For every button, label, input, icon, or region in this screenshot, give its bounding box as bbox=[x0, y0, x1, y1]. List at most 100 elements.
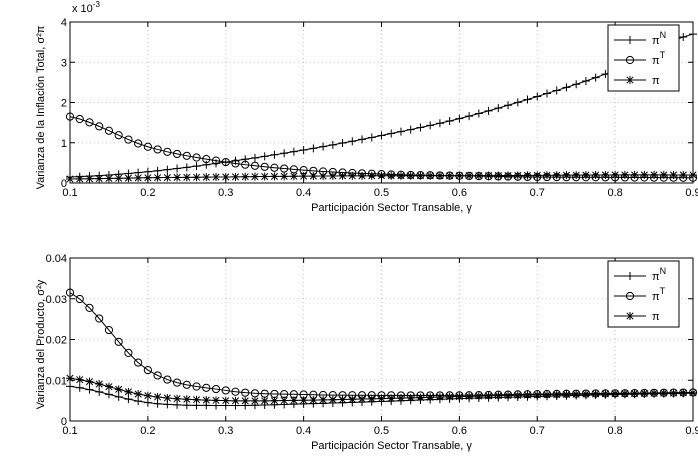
data-point bbox=[679, 388, 688, 397]
data-point bbox=[163, 393, 172, 402]
data-point bbox=[221, 172, 230, 181]
data-point bbox=[533, 390, 542, 399]
legend-marker bbox=[626, 76, 634, 84]
data-point bbox=[270, 163, 279, 172]
data-point bbox=[367, 171, 376, 180]
series-line bbox=[69, 116, 694, 179]
data-point bbox=[163, 173, 172, 182]
data-point bbox=[474, 109, 483, 118]
data-point bbox=[299, 172, 308, 181]
data-point bbox=[280, 396, 289, 405]
data-point bbox=[406, 393, 415, 402]
x-tick-label: 0.6 bbox=[452, 425, 467, 437]
data-point bbox=[182, 173, 191, 182]
data-point bbox=[533, 171, 542, 180]
data-point bbox=[211, 384, 221, 394]
data-point bbox=[319, 395, 328, 404]
data-point bbox=[260, 162, 269, 171]
data-point bbox=[182, 395, 191, 404]
data-point bbox=[172, 378, 182, 387]
data-point bbox=[328, 171, 337, 180]
data-point bbox=[280, 164, 289, 173]
data-point bbox=[211, 156, 221, 165]
data-point bbox=[465, 171, 474, 180]
data-point bbox=[124, 348, 133, 358]
y-tick-label: 0.02 bbox=[46, 335, 67, 347]
data-point bbox=[192, 382, 201, 391]
data-point bbox=[552, 86, 561, 95]
data-point bbox=[95, 387, 104, 396]
data-point bbox=[124, 387, 133, 396]
data-point bbox=[348, 171, 357, 180]
data-point bbox=[114, 385, 123, 394]
data-point bbox=[202, 160, 211, 169]
data-point bbox=[601, 389, 610, 398]
data-point bbox=[659, 170, 668, 179]
legend-entry: π bbox=[652, 311, 660, 323]
data-point bbox=[231, 396, 240, 405]
data-point bbox=[650, 170, 659, 179]
data-point bbox=[143, 173, 152, 182]
data-point bbox=[572, 171, 581, 180]
data-point bbox=[241, 388, 250, 397]
data-point bbox=[533, 92, 542, 101]
y-tick-label: 0 bbox=[61, 178, 67, 190]
data-point bbox=[104, 382, 113, 391]
data-point bbox=[358, 171, 367, 180]
x-tick-label: 0.1 bbox=[62, 425, 77, 437]
data-point bbox=[163, 375, 172, 384]
data-point bbox=[572, 80, 581, 89]
data-point bbox=[153, 145, 162, 154]
data-point bbox=[299, 396, 308, 405]
data-point bbox=[134, 390, 143, 399]
data-point bbox=[202, 173, 211, 182]
data-point bbox=[212, 396, 221, 405]
data-point bbox=[581, 77, 590, 86]
data-point bbox=[75, 375, 84, 384]
data-point bbox=[143, 365, 152, 375]
data-point bbox=[445, 116, 454, 125]
data-point bbox=[494, 104, 503, 113]
data-point bbox=[484, 391, 493, 400]
data-point bbox=[104, 325, 114, 335]
data-point bbox=[309, 172, 318, 181]
data-point bbox=[630, 170, 639, 179]
data-point bbox=[387, 129, 396, 138]
data-point bbox=[104, 174, 113, 183]
x-axis-label: Participación Sector Transable, γ bbox=[311, 440, 472, 452]
data-point bbox=[134, 397, 143, 406]
data-point bbox=[153, 166, 162, 175]
data-point bbox=[377, 394, 386, 403]
x-tick-label: 0.9 bbox=[685, 187, 698, 199]
data-point bbox=[114, 174, 123, 183]
x-tick-label: 0.9 bbox=[685, 425, 698, 437]
data-point bbox=[221, 157, 230, 167]
data-point bbox=[260, 152, 269, 161]
data-point bbox=[270, 172, 279, 181]
x-tick-label: 0.3 bbox=[218, 187, 233, 199]
data-point bbox=[445, 392, 454, 401]
x-tick-label: 0.4 bbox=[296, 187, 311, 199]
data-point bbox=[358, 395, 367, 404]
data-point bbox=[416, 171, 425, 180]
x-tick-label: 0.5 bbox=[374, 187, 389, 199]
data-point bbox=[202, 383, 211, 392]
data-point bbox=[280, 149, 289, 158]
data-point bbox=[669, 170, 678, 179]
data-point bbox=[163, 165, 172, 174]
data-point bbox=[202, 155, 211, 164]
data-point bbox=[630, 389, 639, 398]
data-point bbox=[338, 395, 347, 404]
data-point bbox=[114, 392, 123, 401]
data-point bbox=[124, 174, 133, 183]
data-point bbox=[241, 155, 250, 164]
data-point bbox=[581, 390, 590, 399]
data-point bbox=[114, 337, 123, 346]
data-point bbox=[338, 139, 347, 148]
data-point bbox=[319, 142, 328, 151]
data-point bbox=[513, 98, 522, 107]
data-point bbox=[231, 172, 240, 181]
x-axis-label: Participación Sector Transable, γ bbox=[311, 202, 472, 214]
data-point bbox=[85, 377, 94, 386]
data-point bbox=[289, 172, 298, 181]
